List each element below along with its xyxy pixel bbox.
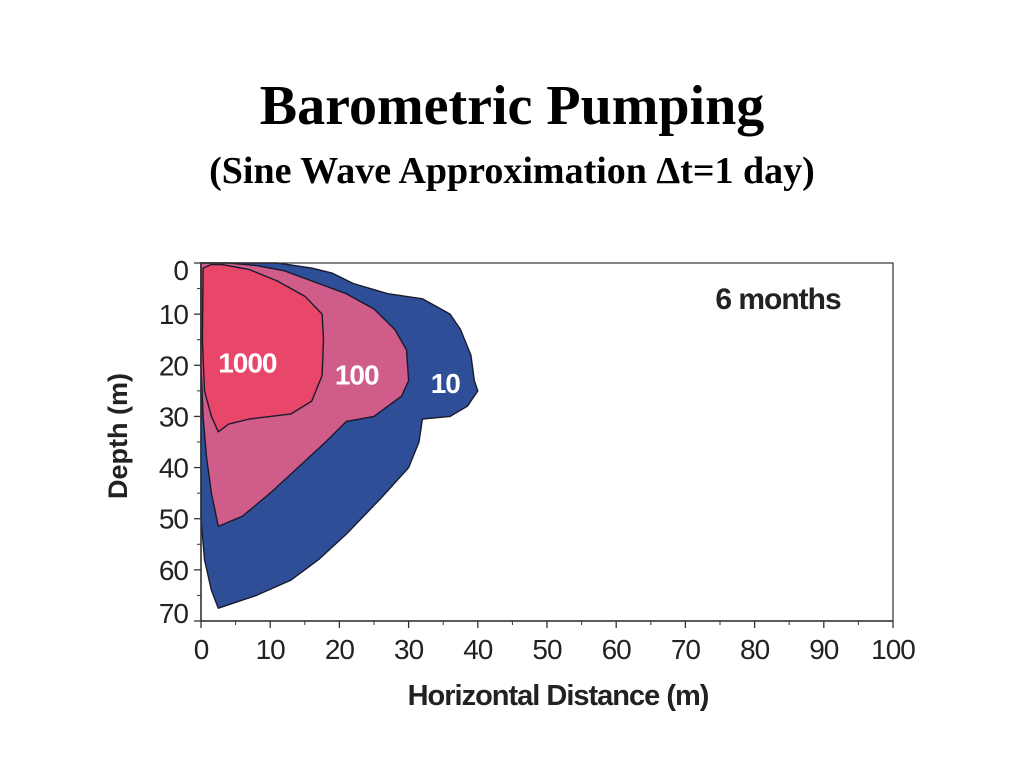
y-tick-label: 70 — [159, 598, 189, 629]
y-tick-label: 30 — [159, 401, 189, 432]
contour-label-100: 100 — [335, 359, 379, 390]
x-tick-label: 30 — [394, 634, 424, 665]
x-tick-label: 90 — [809, 634, 839, 665]
x-tick-label: 20 — [325, 634, 355, 665]
y-axis-ticks: 0 10 20 30 40 50 60 70 — [159, 255, 201, 629]
slide-subtitle: (Sine Wave Approximation Δt=1 day) — [209, 150, 815, 192]
y-tick-label: 0 — [173, 255, 188, 286]
slide-title: Barometric Pumping — [259, 75, 765, 137]
y-tick-label: 20 — [159, 350, 189, 381]
x-tick-label: 60 — [602, 634, 632, 665]
x-tick-label: 10 — [256, 634, 286, 665]
y-tick-label: 10 — [159, 299, 189, 330]
x-tick-label: 50 — [532, 634, 562, 665]
annotation-6-months: 6 months — [715, 283, 841, 316]
contour-layer — [200, 262, 479, 609]
y-tick-label: 60 — [159, 555, 189, 586]
y-tick-label: 40 — [159, 453, 189, 484]
contour-label-1000: 1000 — [218, 348, 277, 379]
x-axis-label: Horizontal Distance (m) — [408, 680, 709, 712]
x-tick-label: 40 — [463, 634, 493, 665]
y-tick-label: 50 — [159, 504, 189, 535]
x-tick-label: 80 — [740, 634, 770, 665]
x-tick-label: 100 — [871, 634, 915, 665]
contour-labels: 10 100 1000 — [218, 348, 461, 399]
x-axis-ticks: 0 10 20 30 40 50 60 70 80 90 100 — [194, 621, 916, 665]
y-axis-label: Depth (m) — [103, 373, 133, 499]
contour-1000 — [201, 263, 325, 433]
x-tick-label: 0 — [194, 634, 209, 665]
contour-label-10: 10 — [431, 368, 461, 399]
x-tick-label: 70 — [671, 634, 701, 665]
